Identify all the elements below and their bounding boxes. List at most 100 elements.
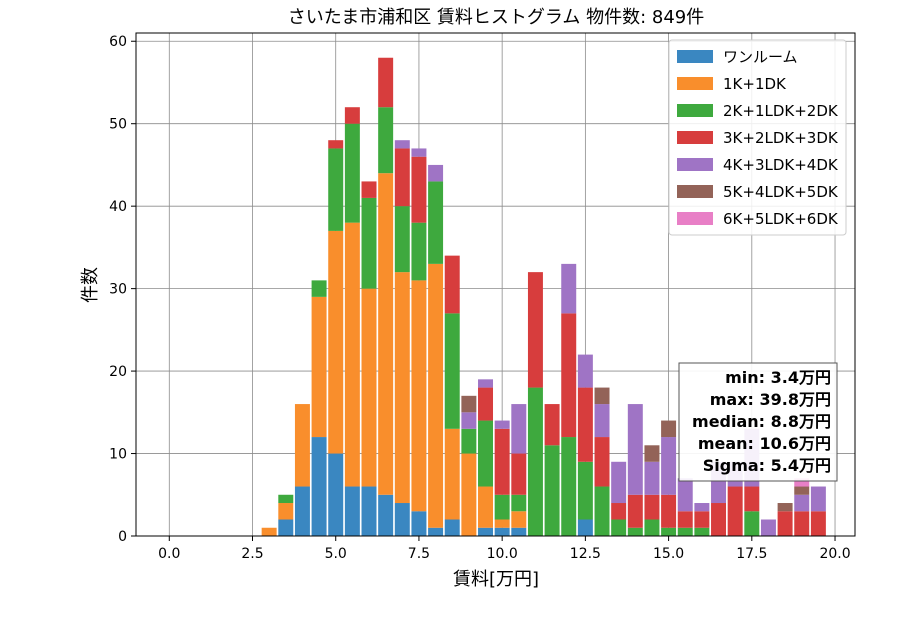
x-tick-label: 2.5: [241, 546, 263, 562]
bar-segment: [311, 437, 327, 536]
bar-segment: [511, 453, 527, 495]
bar-segment: [744, 511, 760, 536]
bar-segment: [278, 494, 294, 504]
bar-segment: [494, 519, 510, 528]
bar-segment: [494, 494, 510, 520]
bar-segment: [378, 173, 394, 495]
bar-segment: [677, 527, 693, 536]
bar-segment: [461, 395, 477, 413]
bar-segment: [794, 478, 810, 487]
series-4: [328, 57, 826, 536]
bar-segment: [311, 280, 327, 297]
bar-segment: [344, 107, 360, 124]
ticks: 0.0 2.5 5.0 7.5 10.0 12.5 15.0 17.5 20.0 0 10 20 30 4…: [109, 34, 850, 562]
bar-segment: [461, 453, 477, 536]
bar-segment: [544, 445, 560, 536]
bar-segment: [478, 387, 494, 421]
stat-line: min: 3.4万円: [725, 368, 831, 387]
stat-line: Sigma: 5.4万円: [703, 456, 831, 475]
series-2: [261, 173, 527, 536]
bar-segment: [644, 461, 660, 495]
bar-segment: [494, 428, 510, 495]
legend-swatch: [677, 50, 713, 63]
bar-segment: [411, 511, 427, 536]
x-tick-label: 12.5: [570, 546, 601, 562]
bar-segment: [428, 181, 444, 264]
bar-segment: [677, 511, 693, 528]
bar-segment: [594, 486, 610, 536]
bar-segment: [694, 527, 710, 536]
bar-segment: [328, 230, 344, 454]
y-tick-label: 60: [109, 34, 127, 50]
bar-segment: [461, 412, 477, 429]
bar-segment: [594, 404, 610, 438]
bar-segment: [461, 428, 477, 454]
series-1: [278, 437, 593, 536]
bar-segment: [444, 255, 460, 314]
legend: ワンルーム 1K+1DK 2K+1LDK+2DK 3K+2LDK+3DK 4K+3LDK…: [668, 39, 847, 236]
bar-segment: [527, 272, 543, 388]
bar-segment: [810, 486, 826, 512]
bar-segment: [478, 420, 494, 487]
bar-segment: [661, 527, 677, 536]
bar-segment: [411, 222, 427, 281]
bar-segment: [694, 511, 710, 528]
bar-segment: [428, 527, 444, 536]
bar-segment: [694, 503, 710, 512]
bar-segment: [794, 511, 810, 536]
bar-segment: [561, 263, 577, 314]
bar-segment: [611, 503, 627, 520]
bar-segment: [527, 387, 543, 536]
plot-frame: [135, 32, 856, 537]
bar-segment: [394, 140, 410, 149]
series-7: [794, 478, 810, 487]
bar-segment: [361, 181, 377, 198]
bar-segment: [577, 461, 593, 520]
bar-segment: [378, 107, 394, 174]
bar-segment: [278, 519, 294, 536]
bar-segment: [627, 404, 643, 495]
y-tick-label: 50: [109, 117, 127, 133]
bar-segment: [577, 519, 593, 536]
bar-segment: [627, 494, 643, 528]
bar-segment: [760, 519, 776, 536]
bar-segment: [478, 486, 494, 528]
bar-segment: [810, 511, 826, 536]
legend-label: 1K+1DK: [723, 75, 787, 93]
bar-segment: [494, 420, 510, 429]
legend-swatch: [677, 185, 713, 198]
bar-segment: [378, 57, 394, 108]
bar-segment: [328, 140, 344, 149]
bar-segment: [428, 164, 444, 182]
legend-label: 3K+2LDK+3DK: [723, 129, 839, 147]
x-axis-label: 賃料[万円]: [453, 569, 539, 590]
bar-segment: [428, 263, 444, 528]
bar-segment: [344, 123, 360, 223]
bar-segment: [494, 527, 510, 536]
bar-segment: [727, 486, 743, 536]
x-tick-label: 15.0: [653, 546, 684, 562]
legend-label: 6K+5LDK+6DK: [723, 210, 839, 228]
series-5: [394, 140, 826, 536]
x-tick-label: 10.0: [487, 546, 518, 562]
legend-label: ワンルーム: [723, 48, 798, 66]
y-tick-label: 10: [109, 447, 127, 463]
bar-segment: [411, 156, 427, 223]
bar-segment: [511, 527, 527, 536]
bar-segment: [394, 206, 410, 273]
bar-segment: [344, 222, 360, 487]
series-6: [461, 387, 810, 512]
bar-segment: [361, 486, 377, 536]
bar-segment: [394, 503, 410, 536]
chart-title: さいたま市浦和区 賃料ヒストグラム 物件数: 849件: [288, 7, 705, 28]
stat-line: mean: 10.6万円: [698, 434, 831, 453]
legend-swatch: [677, 131, 713, 144]
bar-segment: [594, 387, 610, 405]
bar-segment: [294, 404, 310, 487]
bar-segment: [311, 296, 327, 438]
bar-segment: [278, 503, 294, 520]
x-tick-label: 5.0: [325, 546, 347, 562]
y-tick-label: 0: [118, 529, 127, 545]
bar-segment: [711, 503, 727, 536]
bar-segment: [394, 148, 410, 207]
